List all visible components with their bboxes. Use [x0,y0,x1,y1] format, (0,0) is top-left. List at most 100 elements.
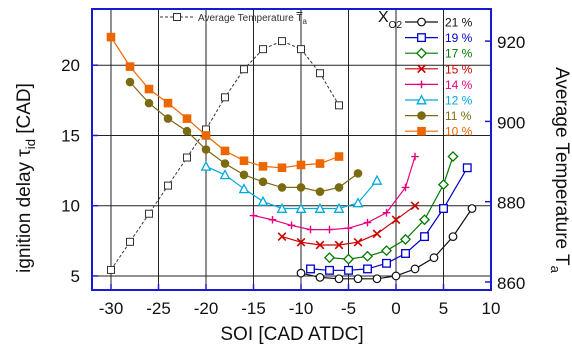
legend-label: 15 % [445,62,473,76]
data-point [315,187,325,196]
series-12-percent [200,160,383,213]
avg-temperature-point [183,153,191,162]
x-axis-title: SOI [CAD ATDC] [220,324,363,345]
y-tick-label: 5 [71,267,80,286]
y2-tick-label: 900 [497,113,525,132]
data-point [410,201,420,211]
legend-item: 11 % [405,109,472,123]
series-14-percent [249,152,419,234]
y-axis-title-sub: id [23,139,38,149]
plot-frame [91,8,492,291]
avg-temperature-point [107,265,115,274]
legend: XO2 21 %19 % 17 %15 % 14 % 12 %11 % 10 % [378,9,473,139]
y2-axis-title-sub: a [548,266,563,274]
data-point [401,249,410,258]
data-point [295,202,307,213]
y-tick-label: 20 [61,56,80,75]
x-tick-label: 0 [391,299,400,318]
data-point [399,233,412,245]
legend-title-sub: O2 [389,20,403,31]
data-point [418,214,431,226]
data-point [411,152,419,161]
y-tick-label: 10 [61,197,80,216]
data-point [410,264,420,274]
data-point [334,274,344,284]
legend-item: 19 % [405,31,473,45]
axis-ticks: -30 -25 -20 -15 -10 -5 0 5 10 5 10 15 20 860 880 900 920 [61,33,525,318]
data-point [106,32,116,42]
data-point [344,265,353,275]
data-point [238,183,250,194]
data-point [257,195,269,206]
data-point [182,126,192,136]
data-point [391,215,401,225]
legend-item: 14 % [405,78,473,92]
x-tick-label: -10 [289,299,314,318]
data-point [287,221,296,230]
legend-item: 17 % [405,47,473,61]
data-point [277,232,287,241]
avg-legend-label-main: Average Temperature [198,13,294,24]
data-point [314,202,326,213]
data-point [391,271,401,281]
data-point [258,177,268,187]
y2-tick-label: 920 [497,33,525,52]
data-point [296,160,306,170]
data-point [144,84,154,94]
avg-temperature-point [335,101,343,110]
data-point [417,111,426,120]
data-point [417,64,426,74]
x-tick-label: -20 [194,299,219,318]
y-axis-title-unit: [CAD] [14,83,35,139]
avg-temperature-point [164,181,172,190]
series-17-percent [323,151,459,265]
avg-legend-label-over: T [296,13,302,24]
data-point [429,253,439,263]
data-point [333,202,345,213]
data-point [277,163,287,173]
series-19-percent [306,163,472,275]
data-point [334,240,344,250]
legend-label: 11 % [445,109,472,123]
y-tick-label: 15 [61,126,80,145]
avg-legend-label: Average Temperature Ta [198,13,308,26]
data-point [296,237,306,247]
x-tick-label: -15 [241,299,266,318]
data-point [249,211,258,220]
data-point [416,94,427,105]
data-point [447,151,459,163]
avg-temperature-point [240,65,248,74]
x-tick-label: -30 [99,299,124,318]
data-point [380,245,393,257]
legend-label: 19 % [445,31,473,45]
avg-temperature-point [259,45,267,54]
data-point [372,274,382,284]
legend-label: 21 % [445,16,473,30]
data-point [417,80,426,89]
data-point [372,229,382,239]
y2-tick-label: 860 [497,274,525,293]
legend-item: 15 % [405,62,473,76]
data-point [437,179,450,191]
avg-temperature-point [126,237,134,246]
legend-item: 12 % [405,94,473,108]
data-point [277,183,287,192]
legend-label: 12 % [445,94,473,108]
data-point [448,232,458,242]
data-point [163,114,173,123]
series-10-percent [106,32,344,173]
data-point [201,145,211,154]
data-point [420,232,429,242]
data-point [306,264,315,274]
data-point [401,183,410,192]
avg-temperature-point [221,93,229,102]
data-point [462,163,472,173]
data-point [200,160,212,171]
avg-temperature-series [107,37,343,274]
legend-label: 10 % [445,125,473,139]
avg-temp-legend: Average Temperature Ta [160,13,308,26]
legend-item: 10 % [405,125,473,139]
data-point [219,169,231,180]
